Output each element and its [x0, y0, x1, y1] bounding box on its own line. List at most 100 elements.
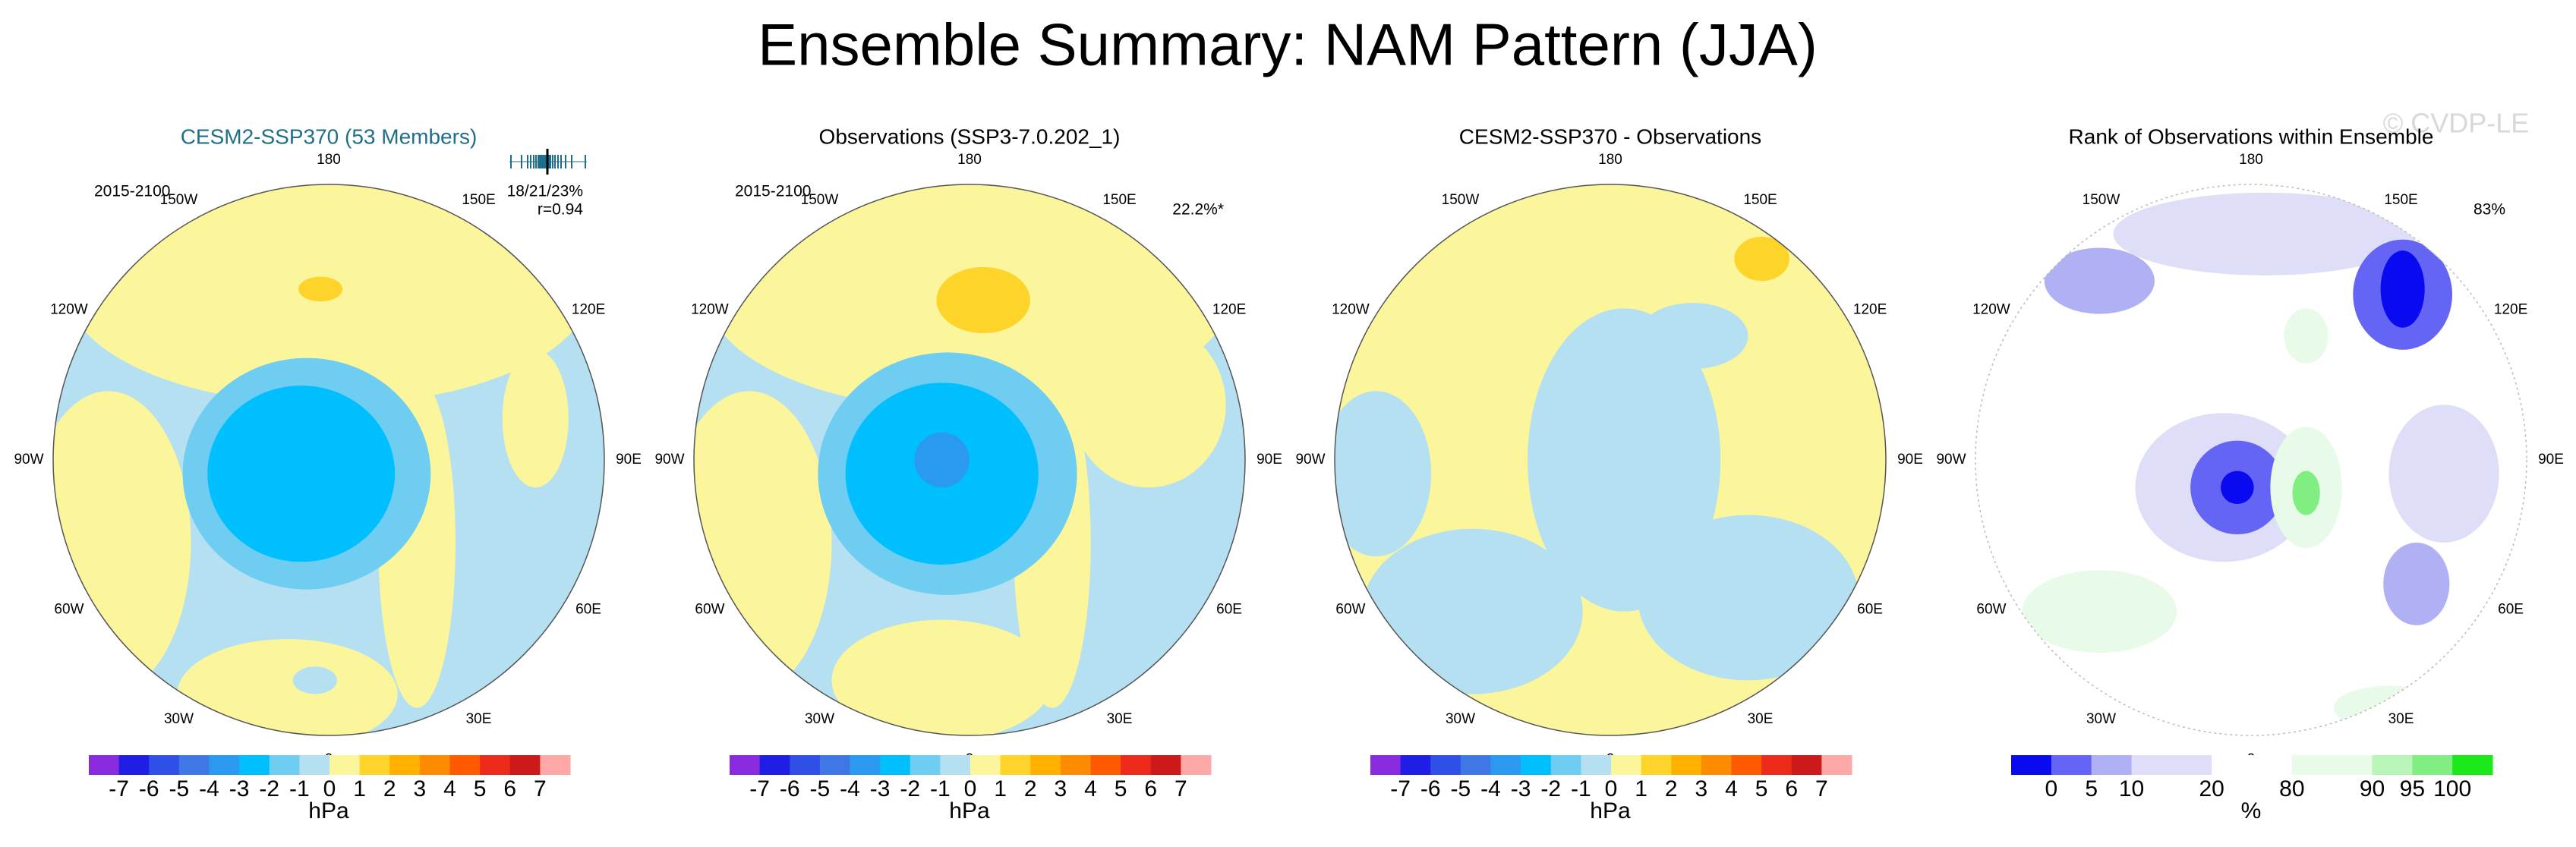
map-field: [2022, 570, 2177, 653]
colorbar-label: 3: [414, 776, 427, 801]
longitude-label: 60W: [1976, 602, 2006, 618]
colorbar-box: [2131, 755, 2172, 775]
colorbar-box: [1671, 755, 1702, 775]
longitude-label: 30W: [2086, 711, 2116, 727]
panel: Rank of Observations within Ensemble 0 30E…: [1936, 124, 2563, 823]
longitude-label: 120W: [1972, 302, 2010, 318]
map-field: [292, 666, 337, 694]
colorbar-label: 6: [1785, 776, 1798, 801]
map-field: [2044, 247, 2155, 314]
colorbar-label: 6: [1144, 776, 1157, 801]
colorbar-unit: hPa: [308, 798, 349, 823]
colorbar-box: [850, 755, 881, 775]
longitude-label: 150W: [160, 192, 198, 208]
colorbar-label: 2: [1665, 776, 1678, 801]
colorbar-label: 2: [1024, 776, 1037, 801]
colorbar-box: [1460, 755, 1491, 775]
colorbar-label: -5: [1451, 776, 1471, 801]
map-field: [1638, 303, 1748, 370]
map-outline: [693, 184, 1246, 736]
colorbar-label: 90: [2360, 776, 2385, 801]
map-field: [1071, 322, 1226, 488]
map-field: [831, 619, 1052, 735]
panel: CESM2-SSP370 (53 Members) 0 30E 60E 90E 120E 1…: [14, 124, 641, 823]
colorbar-label: -4: [199, 776, 219, 801]
panel: Observations (SSP3-7.0.202_1) 0 30E 60E 90E 1…: [654, 124, 1282, 823]
map-field: [2383, 542, 2450, 625]
map-field: [298, 276, 343, 302]
longitude-label: 60W: [54, 602, 84, 618]
colorbar-label: -6: [780, 776, 800, 801]
colorbar-box: [1490, 755, 1521, 775]
colorbar-box: [940, 755, 971, 775]
map-field: [53, 391, 191, 694]
longitude-label: 120W: [691, 302, 729, 318]
stat-label: r=0.94: [538, 201, 583, 219]
longitude-label: 150W: [2083, 192, 2120, 208]
colorbar-label: -7: [109, 776, 129, 801]
map-outline: [1334, 184, 1887, 736]
colorbar-label: 3: [1695, 776, 1708, 801]
map-field: [1528, 308, 1721, 612]
colorbar-box: [178, 755, 210, 775]
map-field: [502, 349, 569, 488]
colorbar-label: 3: [1055, 776, 1067, 801]
colorbar-box: [149, 755, 180, 775]
longitude-label: 60E: [1216, 602, 1242, 618]
panel-title: Rank of Observations within Ensemble: [2069, 124, 2434, 148]
colorbar-label: 4: [1084, 776, 1097, 801]
longitude-label: 30W: [164, 711, 194, 727]
colorbar-box: [880, 755, 911, 775]
longitude-label: 90E: [1256, 452, 1282, 468]
colorbar: -7 -6 -5 -4 -3 -2 -1 0 1 2 3 4 5 6 7 hPa: [89, 755, 571, 823]
stat-label: 22.2%*: [1172, 201, 1224, 219]
colorbar-box: [1521, 755, 1552, 775]
longitude-label: 120W: [1332, 302, 1370, 318]
colorbar-label: -3: [870, 776, 891, 801]
colorbar-box: [1370, 755, 1402, 775]
colorbar-label: -4: [1480, 776, 1501, 801]
colorbar-box: [1181, 755, 1212, 775]
colorbar-label: 10: [2119, 776, 2144, 801]
colorbar-box: [1430, 755, 1461, 775]
colorbar-label: 100: [2433, 776, 2471, 801]
colorbar-box: [1150, 755, 1181, 775]
longitude-label: 90E: [2538, 452, 2564, 468]
map-field: [694, 391, 832, 694]
colorbar-label: -5: [169, 776, 190, 801]
longitude-label: 120E: [2494, 302, 2527, 318]
colorbar-box: [1400, 755, 1431, 775]
colorbar-label: 4: [443, 776, 456, 801]
colorbar-box: [1611, 755, 1642, 775]
colorbar-label: -4: [840, 776, 860, 801]
colorbar-box: [970, 755, 1001, 775]
map-field: [2380, 250, 2425, 328]
colorbar-box: [1550, 755, 1581, 775]
map-field: [2284, 308, 2328, 364]
colorbar-label: 1: [353, 776, 366, 801]
colorbar-box: [1821, 755, 1852, 775]
map-field: [936, 266, 1030, 334]
longitude-label: 150E: [2384, 192, 2417, 208]
colorbar-box: [1791, 755, 1822, 775]
colorbar-box: [2252, 755, 2293, 775]
longitude-label: 150W: [1442, 192, 1480, 208]
colorbar-label: -6: [139, 776, 159, 801]
colorbar-box: [819, 755, 850, 775]
longitude-label: 30E: [1107, 711, 1133, 727]
longitude-label: 180: [2239, 152, 2263, 168]
colorbar-box: [209, 755, 240, 775]
colorbar-box: [730, 755, 761, 775]
colorbar-box: [239, 755, 270, 775]
colorbar-box: [2051, 755, 2092, 775]
colorbar-box: [509, 755, 541, 775]
colorbar-label: -1: [930, 776, 951, 801]
colorbar-label: 2: [383, 776, 396, 801]
colorbar-label: 7: [534, 776, 547, 801]
colorbar-box: [2412, 755, 2453, 775]
colorbar-label: -2: [900, 776, 920, 801]
colorbar-box: [419, 755, 450, 775]
colorbar-label: -7: [1390, 776, 1411, 801]
